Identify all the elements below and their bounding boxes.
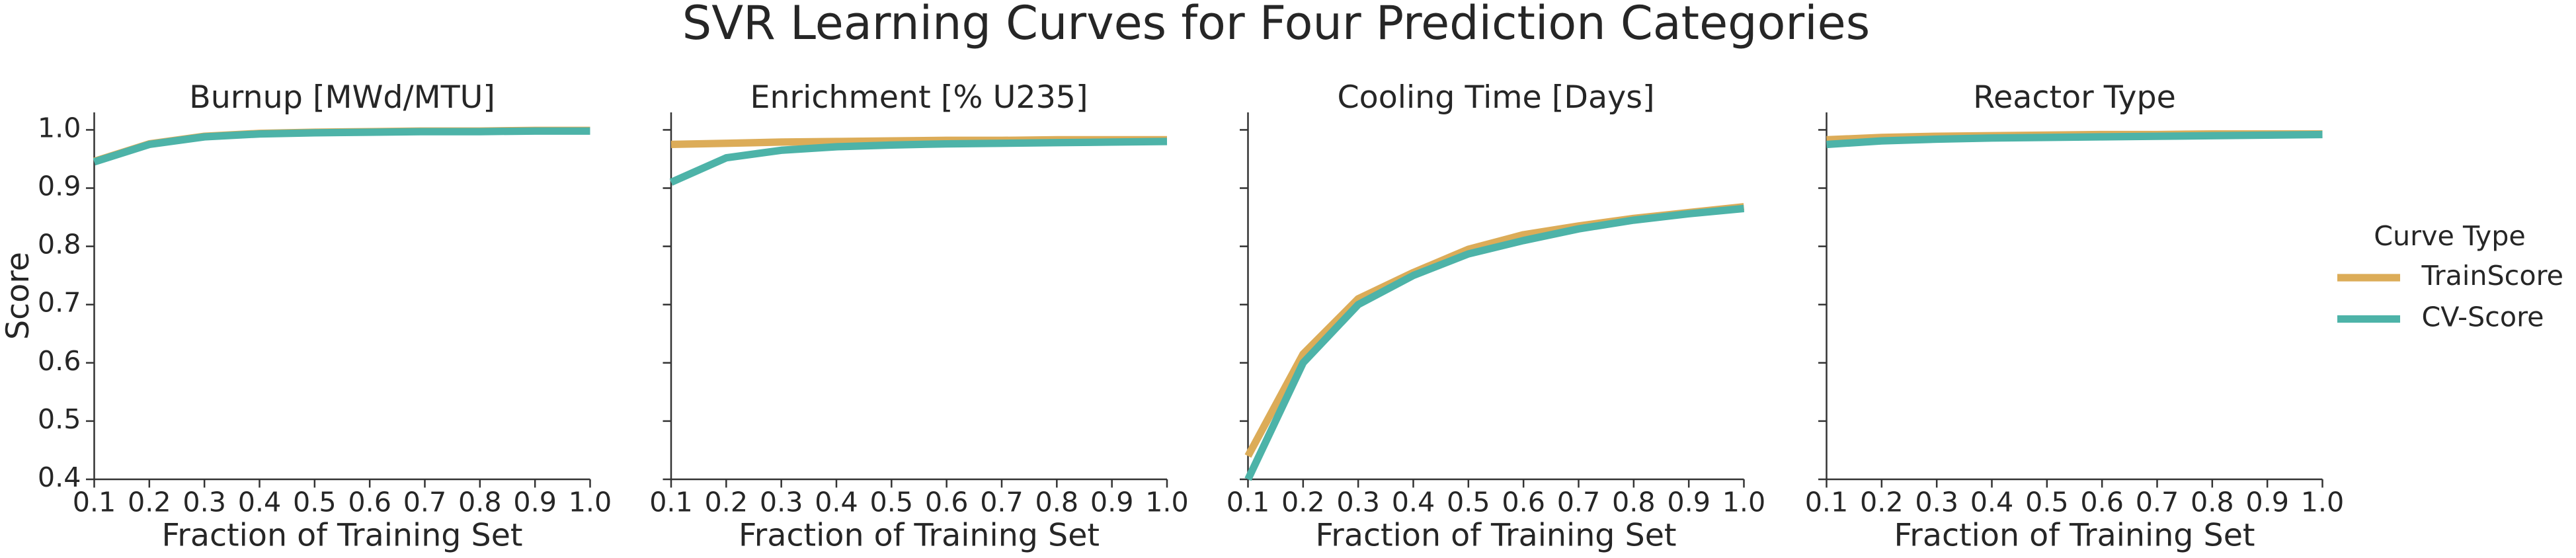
x-tick-label: 0.6 [925,487,969,518]
y-tick-label: 0.7 [38,287,81,319]
legend-label: TrainScore [2421,260,2563,292]
x-tick-label: 0.4 [1970,487,2014,518]
x-tick-label: 0.5 [293,487,337,518]
x-tick-label: 0.4 [238,487,282,518]
x-tick-label: 0.2 [705,487,748,518]
x-tick-label: 1.0 [1145,487,1189,518]
x-tick-label: 0.8 [1612,487,1656,518]
x-tick-label: 0.4 [1392,487,1435,518]
y-tick-label: 0.4 [38,461,81,493]
panel-title: Enrichment [% U235] [750,79,1088,116]
x-tick-label: 0.7 [1557,487,1601,518]
x-tick-label: 0.5 [1447,487,1490,518]
y-tick-label: 0.5 [38,403,81,435]
x-tick-label: 0.9 [513,487,557,518]
x-tick-label: 0.4 [815,487,858,518]
x-tick-label: 0.1 [649,487,693,518]
x-tick-label: 0.7 [403,487,447,518]
legend-label: CV-Score [2422,301,2544,333]
x-tick-label: 0.9 [1667,487,1711,518]
x-tick-label: 0.5 [870,487,914,518]
x-tick-label: 0.6 [1502,487,1545,518]
x-axis-label: Fraction of Training Set [161,518,522,554]
series-line [93,127,590,166]
y-tick-label: 0.6 [38,345,81,377]
panel-title: Reactor Type [1973,79,2176,116]
series-line [1826,130,2323,149]
y-tick-label: 0.8 [38,229,81,260]
x-tick-label: 0.2 [1281,487,1325,518]
x-tick-label: 1.0 [2301,487,2345,518]
x-tick-label: 1.0 [1722,487,1766,518]
y-tick-label: 0.9 [38,171,81,202]
legend-title: Curve Type [2374,220,2526,252]
x-tick-label: 0.2 [128,487,171,518]
panel-title: Cooling Time [Days] [1338,79,1655,116]
y-tick-label: 1.0 [38,112,81,143]
x-tick-label: 0.9 [2245,487,2289,518]
x-tick-label: 0.3 [760,487,803,518]
x-tick-label: 0.7 [2136,487,2179,518]
x-tick-label: 0.6 [2080,487,2124,518]
figure-title: SVR Learning Curves for Four Prediction … [682,0,1870,50]
x-tick-label: 0.5 [2025,487,2069,518]
x-tick-label: 0.1 [1805,487,1849,518]
x-tick-label: 0.3 [1336,487,1380,518]
x-tick-label: 0.9 [1090,487,1134,518]
y-axis-label: Score [0,252,36,340]
x-axis-label: Fraction of Training Set [1315,518,1676,554]
x-axis-label: Fraction of Training Set [739,518,1100,554]
x-tick-label: 0.7 [980,487,1024,518]
x-tick-label: 0.3 [182,487,226,518]
x-tick-label: 0.1 [73,487,116,518]
panel-title: Burnup [MWd/MTU] [189,79,495,116]
series-line [1244,204,1745,481]
x-tick-label: 1.0 [569,487,612,518]
x-tick-label: 0.6 [348,487,391,518]
x-tick-label: 0.1 [1227,487,1270,518]
x-tick-label: 0.8 [458,487,502,518]
x-tick-label: 0.3 [1915,487,1958,518]
x-tick-label: 0.8 [2191,487,2234,518]
x-tick-label: 0.2 [1860,487,1904,518]
x-axis-label: Fraction of Training Set [1894,518,2255,554]
series-line [669,138,1168,186]
x-tick-label: 0.8 [1035,487,1079,518]
